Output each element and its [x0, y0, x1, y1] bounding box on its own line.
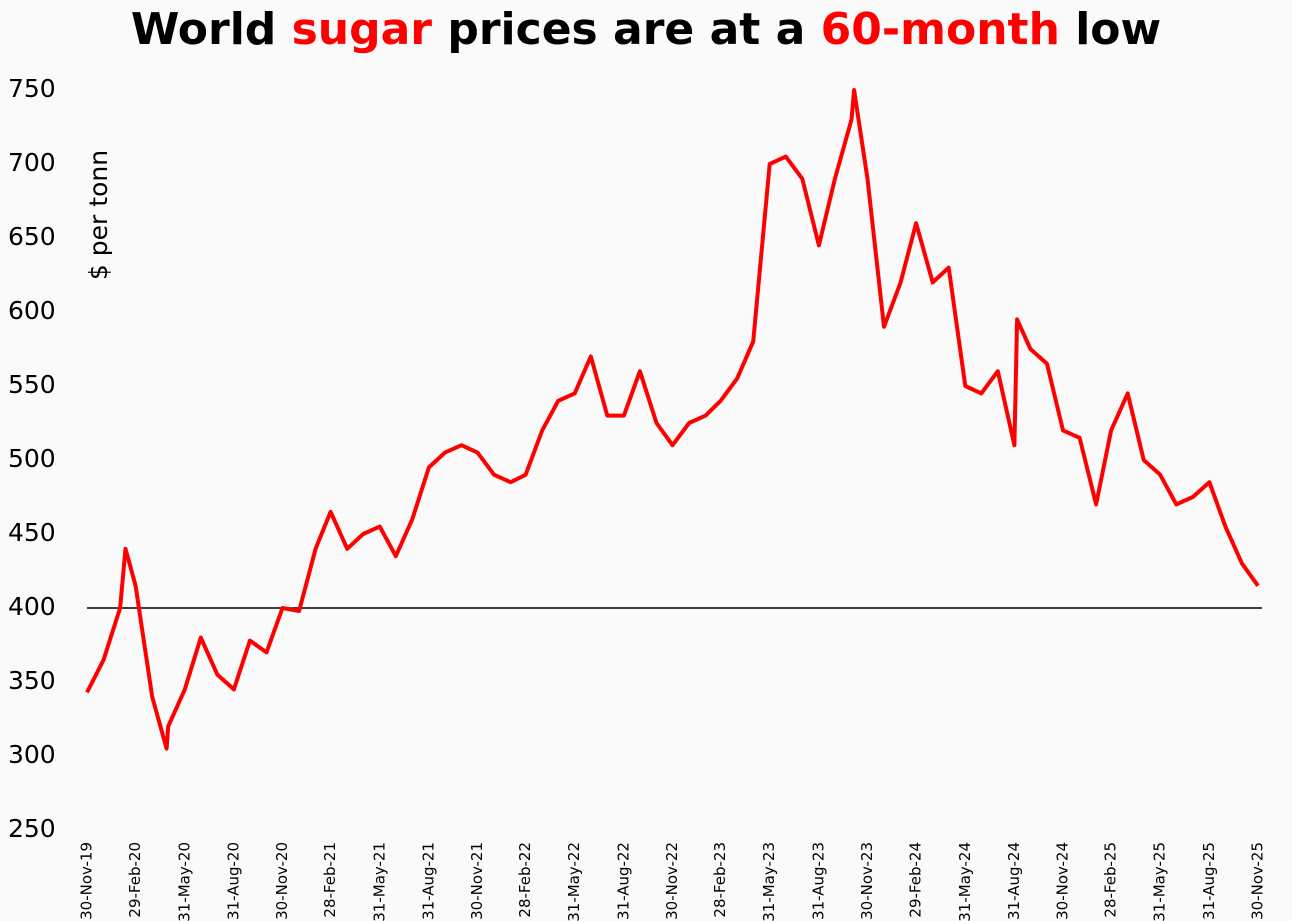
y-tick-label: 400	[8, 592, 56, 621]
title-segment: prices are at a	[432, 4, 821, 55]
x-tick-label: 31-May-25	[1151, 842, 1169, 921]
x-tick-label: 30-Nov-20	[273, 842, 291, 920]
x-tick-label: 31-May-22	[565, 842, 583, 921]
x-tick-label: 28-Feb-22	[516, 842, 534, 918]
x-tick-label: 31-Aug-21	[419, 842, 437, 920]
x-tick-label: 30-Nov-21	[468, 842, 486, 920]
y-axis-label: $ per tonn	[84, 150, 113, 280]
title-segment: 60-month	[821, 4, 1060, 55]
x-tick-label: 31-May-20	[175, 842, 193, 921]
x-tick-label: 30-Nov-23	[858, 842, 876, 920]
title-segment: low	[1060, 4, 1161, 55]
y-tick-label: 450	[8, 518, 56, 547]
x-tick-label: 31-Aug-24	[1005, 842, 1023, 920]
y-tick-label: 550	[8, 370, 56, 399]
x-tick-label: 31-Aug-20	[224, 842, 242, 920]
x-tick-label: 30-Nov-22	[663, 842, 681, 920]
chart-title: World sugar prices are at a 60-month low	[131, 4, 1161, 55]
y-tick-label: 600	[8, 296, 56, 325]
x-tick-label: 31-Aug-25	[1200, 842, 1218, 920]
price-line	[85, 88, 1260, 751]
x-tick-label: 28-Feb-25	[1102, 842, 1120, 918]
x-tick-label: 28-Feb-23	[711, 842, 729, 918]
x-tick-label: 31-Aug-22	[614, 842, 632, 920]
x-tick-label: 29-Feb-20	[126, 842, 144, 918]
x-tick-label: 31-May-23	[760, 842, 778, 921]
x-tick-label: 29-Feb-24	[907, 842, 925, 918]
y-tick-label: 750	[8, 74, 56, 103]
x-tick-label: 30-Nov-19	[78, 842, 96, 920]
title-segment: sugar	[292, 4, 433, 55]
x-tick-label: 28-Feb-21	[321, 842, 339, 918]
x-tick-label: 31-May-24	[956, 842, 974, 921]
x-tick-label: 30-Nov-24	[1054, 842, 1072, 920]
y-tick-label: 350	[8, 666, 56, 695]
y-tick-label: 250	[8, 814, 56, 843]
x-tick-label: 31-May-21	[370, 842, 388, 921]
x-tick-label: 30-Nov-25	[1249, 842, 1267, 920]
y-tick-label: 650	[8, 222, 56, 251]
x-tick-label: 31-Aug-23	[809, 842, 827, 920]
y-tick-label: 700	[8, 148, 56, 177]
y-tick-label: 300	[8, 740, 56, 769]
title-segment: World	[131, 4, 292, 55]
y-tick-label: 500	[8, 444, 56, 473]
